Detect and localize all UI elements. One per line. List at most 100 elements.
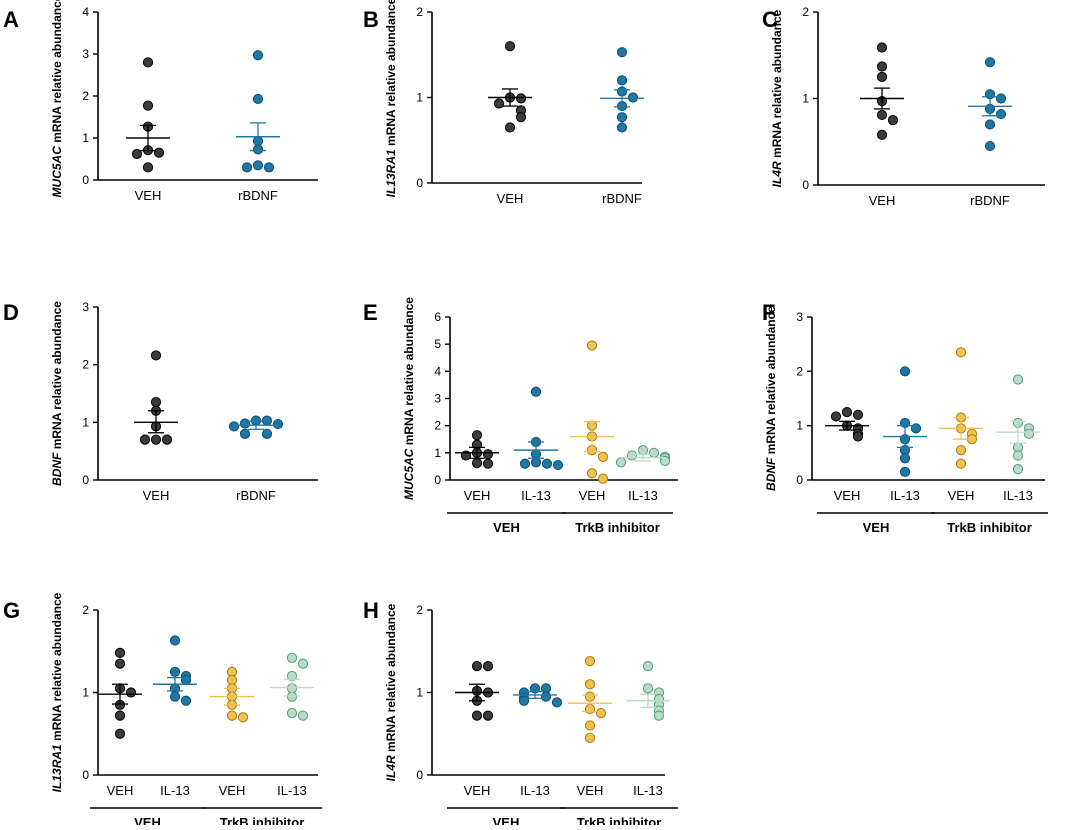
data-point (955, 347, 967, 358)
data-point (297, 710, 309, 721)
x-tick-label: VEH (135, 188, 162, 203)
data-point (471, 430, 483, 441)
y-axis-label-gene: IL4R (770, 161, 784, 187)
data-point (252, 160, 264, 171)
y-tick-label: 0 (82, 768, 89, 782)
data-point (530, 457, 542, 468)
x-tick-label: IL-13 (1003, 488, 1033, 503)
data-point (150, 350, 162, 361)
panel-label: C (762, 7, 778, 32)
y-tick-label: 0 (82, 173, 89, 187)
y-tick-label: 5 (434, 337, 441, 351)
group-label: TrkB inhibitor (577, 815, 662, 825)
data-point (995, 108, 1007, 120)
data-point (515, 93, 527, 104)
data-point (286, 652, 298, 663)
panel-label: H (363, 598, 379, 623)
x-tick-label: IL-13 (277, 783, 307, 798)
data-point (504, 122, 516, 133)
y-tick-label: 3 (434, 392, 441, 406)
x-tick-label: VEH (577, 783, 604, 798)
panel-label: G (3, 598, 20, 623)
data-point (515, 112, 527, 123)
y-axis-label-rest: mRNA relative abundance (764, 306, 778, 458)
data-point (1023, 428, 1035, 439)
x-tick-label: IL-13 (633, 783, 663, 798)
panel-label: F (762, 300, 775, 325)
group-label: VEH (493, 815, 520, 825)
y-tick-label: 2 (416, 603, 423, 617)
data-point (995, 93, 1007, 104)
data-point (114, 710, 126, 721)
y-tick-label: 1 (802, 92, 809, 106)
y-axis-label-gene: MUC5AC (50, 146, 64, 198)
x-tick-label: VEH (464, 488, 491, 503)
x-tick-label: rBDNF (236, 488, 276, 503)
data-point (586, 468, 598, 479)
data-point (239, 418, 251, 429)
group-label: TrkB inhibitor (220, 815, 305, 825)
data-point (161, 434, 173, 445)
y-tick-label: 2 (416, 5, 423, 19)
y-tick-label: 1 (82, 131, 89, 145)
x-tick-label: VEH (464, 783, 491, 798)
data-point (131, 148, 143, 160)
data-point (597, 473, 609, 484)
data-point (586, 340, 598, 351)
data-point (876, 129, 888, 140)
y-tick-label: 2 (434, 419, 441, 433)
x-tick-label: VEH (869, 193, 896, 208)
data-point (1012, 374, 1024, 385)
y-axis-label-rest: mRNA relative abundance (384, 603, 398, 755)
data-point (659, 455, 671, 467)
y-axis-label-rest: mRNA relative abundance (50, 0, 64, 146)
data-point (616, 112, 628, 123)
data-point (852, 409, 864, 420)
data-point (584, 732, 596, 743)
y-tick-label: 0 (802, 178, 809, 192)
x-tick-label: VEH (579, 488, 606, 503)
y-axis-label: IL4R mRNA relative abundance (770, 9, 784, 187)
panel-b: B 0 1 2 IL13RA1 mRNA relative abundance VEH rB… (363, 0, 644, 206)
y-tick-label: 0 (416, 176, 423, 190)
data-point (876, 42, 888, 53)
data-point (1012, 450, 1024, 461)
y-tick-label: 2 (796, 364, 803, 378)
data-point (125, 687, 137, 698)
data-point (984, 140, 996, 152)
data-point (955, 458, 967, 469)
data-point (239, 428, 251, 439)
y-tick-label: 2 (802, 5, 809, 19)
panel-label: D (3, 300, 19, 325)
y-axis-label: BDNF mRNA relative abundance (50, 301, 64, 486)
x-tick-label: VEH (107, 783, 134, 798)
y-axis-label-gene: IL13RA1 (384, 149, 398, 197)
data-point (471, 458, 483, 469)
data-point (541, 458, 553, 469)
data-point (471, 661, 483, 672)
y-axis-label-gene: BDNF (764, 457, 778, 491)
data-point (142, 57, 154, 68)
y-tick-label: 0 (416, 768, 423, 782)
data-point (616, 47, 628, 58)
y-tick-label: 1 (434, 446, 441, 460)
y-axis-label-rest: mRNA relative abundance (402, 297, 416, 449)
x-tick-label: IL-13 (520, 783, 550, 798)
data-point (984, 57, 996, 68)
y-tick-label: 2 (82, 358, 89, 372)
data-point (597, 451, 609, 463)
data-point (887, 115, 899, 126)
data-point (286, 708, 298, 719)
data-point (114, 647, 126, 659)
data-point (626, 450, 638, 461)
y-axis-label-gene: IL13RA1 (50, 744, 64, 792)
data-point (471, 710, 483, 721)
y-axis-label-rest: mRNA relative abundance (50, 301, 64, 453)
y-axis-label: IL13RA1 mRNA relative abundance (384, 0, 398, 197)
data-point (584, 656, 596, 667)
y-axis-label: MUC5AC mRNA relative abundance (402, 297, 416, 500)
data-point (876, 71, 888, 82)
data-point (237, 712, 249, 723)
x-tick-label: rBDNF (970, 193, 1010, 208)
